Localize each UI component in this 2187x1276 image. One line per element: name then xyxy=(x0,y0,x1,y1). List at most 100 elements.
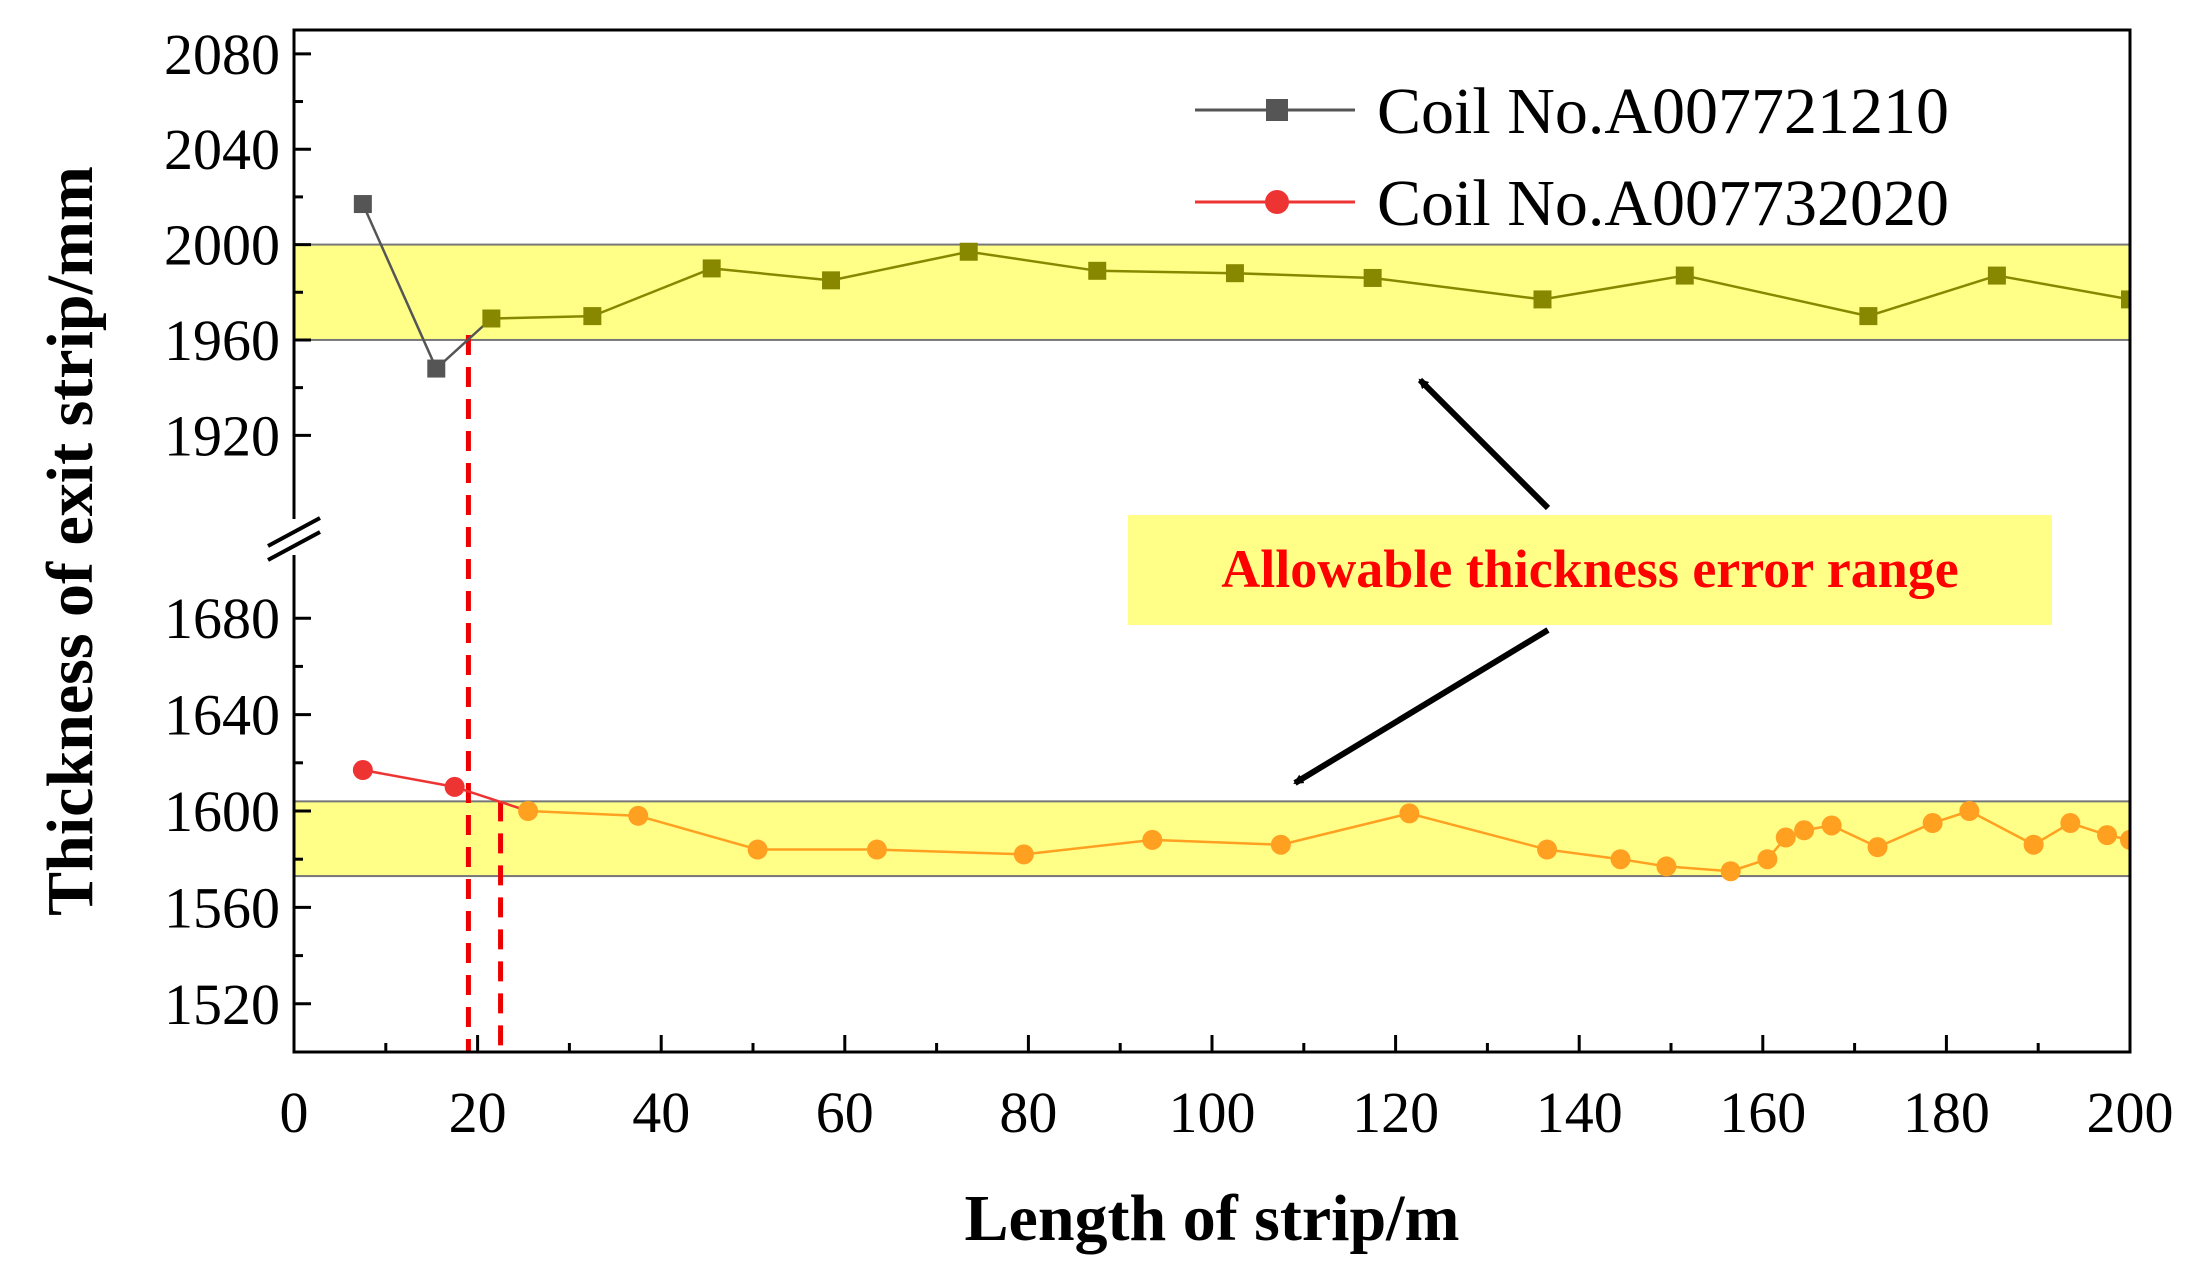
series-2-point xyxy=(1537,839,1558,860)
series-1-point xyxy=(1987,266,2006,285)
series-2-segment xyxy=(1023,838,1153,856)
series-2-segment xyxy=(1968,809,2035,846)
series-1-segment xyxy=(491,314,593,320)
y-tick-label: 1520 xyxy=(164,972,280,1037)
series-2-point xyxy=(2060,813,2081,834)
series-2-point xyxy=(1013,844,1034,865)
break-slash-upper xyxy=(267,516,321,548)
x-tick-label: 200 xyxy=(2087,1080,2174,1145)
series-2-segment xyxy=(1409,812,1548,851)
series-2 xyxy=(352,760,2130,882)
y-tick-label: 1600 xyxy=(164,779,280,844)
annotation: Allowable thickness error range xyxy=(1128,377,2052,786)
y-axis-title: Thickness of exit strip/mm xyxy=(34,166,107,916)
legend-marker-2 xyxy=(1265,190,1289,214)
series-1-segment xyxy=(361,203,438,370)
x-tick-label: 0 xyxy=(280,1080,309,1145)
x-tick-label: 100 xyxy=(1169,1080,1256,1145)
y-tick-label: 1640 xyxy=(164,683,280,748)
series-2-point xyxy=(1720,861,1741,882)
y-tick-label: 2080 xyxy=(164,22,280,87)
x-tick-label: 140 xyxy=(1536,1080,1623,1145)
series-1-segment xyxy=(435,317,493,370)
series-1-point xyxy=(482,309,501,328)
x-tick-label: 120 xyxy=(1352,1080,1439,1145)
series-2-segment xyxy=(637,814,758,851)
series-1-segment xyxy=(1372,276,1543,301)
series-2-point xyxy=(1867,837,1888,858)
series-1-point xyxy=(1088,261,1107,280)
series-1-point xyxy=(1533,290,1552,309)
annotation-arrow-up xyxy=(1417,377,1551,511)
series-1-point xyxy=(822,271,841,290)
series-2-point xyxy=(628,805,649,826)
axis-break-mark xyxy=(267,516,321,562)
series-2-point xyxy=(352,760,373,781)
series-1-segment xyxy=(1684,274,1869,318)
x-tick-label: 80 xyxy=(999,1080,1057,1145)
series-2-point xyxy=(866,839,887,860)
series-2-point xyxy=(518,801,539,821)
series-1-point xyxy=(1363,268,1382,287)
series-1-segment xyxy=(830,250,969,282)
series-1-point xyxy=(427,359,446,378)
series-2-point xyxy=(1757,849,1778,870)
series-1-point xyxy=(1675,266,1694,285)
series-1-segment xyxy=(711,267,832,282)
series-2-point xyxy=(2120,829,2130,850)
annotation-text: Allowable thickness error range xyxy=(1221,539,1958,599)
series-1-segment xyxy=(1542,274,1685,301)
annotation-arrow-down xyxy=(1293,627,1550,786)
x-tick-label: 60 xyxy=(816,1080,874,1145)
series-layer xyxy=(352,195,2130,882)
series-2-segment xyxy=(528,809,639,818)
series-2-point xyxy=(1959,801,1980,821)
break-slash-lower xyxy=(267,530,321,562)
series-1-segment xyxy=(1996,274,2130,301)
series-2-point xyxy=(444,776,465,797)
series-1-point xyxy=(353,195,372,214)
series-2-segment xyxy=(362,768,455,789)
x-tick-label: 180 xyxy=(1903,1080,1990,1145)
series-2-point xyxy=(1922,813,1943,834)
y-tick-label: 1560 xyxy=(164,875,280,940)
series-2-segment xyxy=(876,848,1024,856)
series-1-segment xyxy=(1097,269,1235,275)
x-axis-title: Length of strip/m xyxy=(965,1182,1460,1255)
series-1-point xyxy=(702,259,721,278)
series-2-point xyxy=(1399,803,1420,824)
y-tick-label: 1920 xyxy=(164,403,280,468)
series-1-point xyxy=(1859,307,1878,326)
series-1-segment xyxy=(1234,271,1373,280)
series-1-point xyxy=(959,242,978,261)
series-2-segment xyxy=(1280,812,1410,846)
vertical-marker-lines xyxy=(465,334,504,1052)
series-1-point xyxy=(583,307,602,326)
x-tick-label: 160 xyxy=(1719,1080,1806,1145)
legend-marker-1 xyxy=(1266,99,1288,121)
annotation-box xyxy=(1128,515,2052,625)
series-2-point xyxy=(1821,815,1842,836)
series-2-segment xyxy=(1666,865,1731,873)
series-1-point xyxy=(1225,264,1244,283)
series-2-point xyxy=(1775,827,1796,848)
series-2-point xyxy=(2097,825,2118,846)
legend-label-1: Coil No.A007721210 xyxy=(1377,75,1949,148)
series-2-point xyxy=(747,839,768,860)
series-2-segment xyxy=(454,785,529,813)
y-tick-label: 2040 xyxy=(164,117,280,182)
series-1-segment xyxy=(591,267,713,318)
series-1 xyxy=(353,195,2130,378)
series-2-point xyxy=(2023,834,2044,855)
x-tick-label: 40 xyxy=(632,1080,690,1145)
tolerance-band-upper xyxy=(293,243,2131,341)
series-1-point xyxy=(2121,290,2130,309)
series-2-point xyxy=(1270,834,1291,855)
series-2-point xyxy=(1656,856,1677,877)
y-tick-label: 2000 xyxy=(164,213,280,278)
series-2-point xyxy=(1142,829,1163,850)
series-2-segment xyxy=(1877,821,1934,849)
series-1-segment xyxy=(1867,274,1998,318)
y-tick-label: 1960 xyxy=(164,308,280,373)
